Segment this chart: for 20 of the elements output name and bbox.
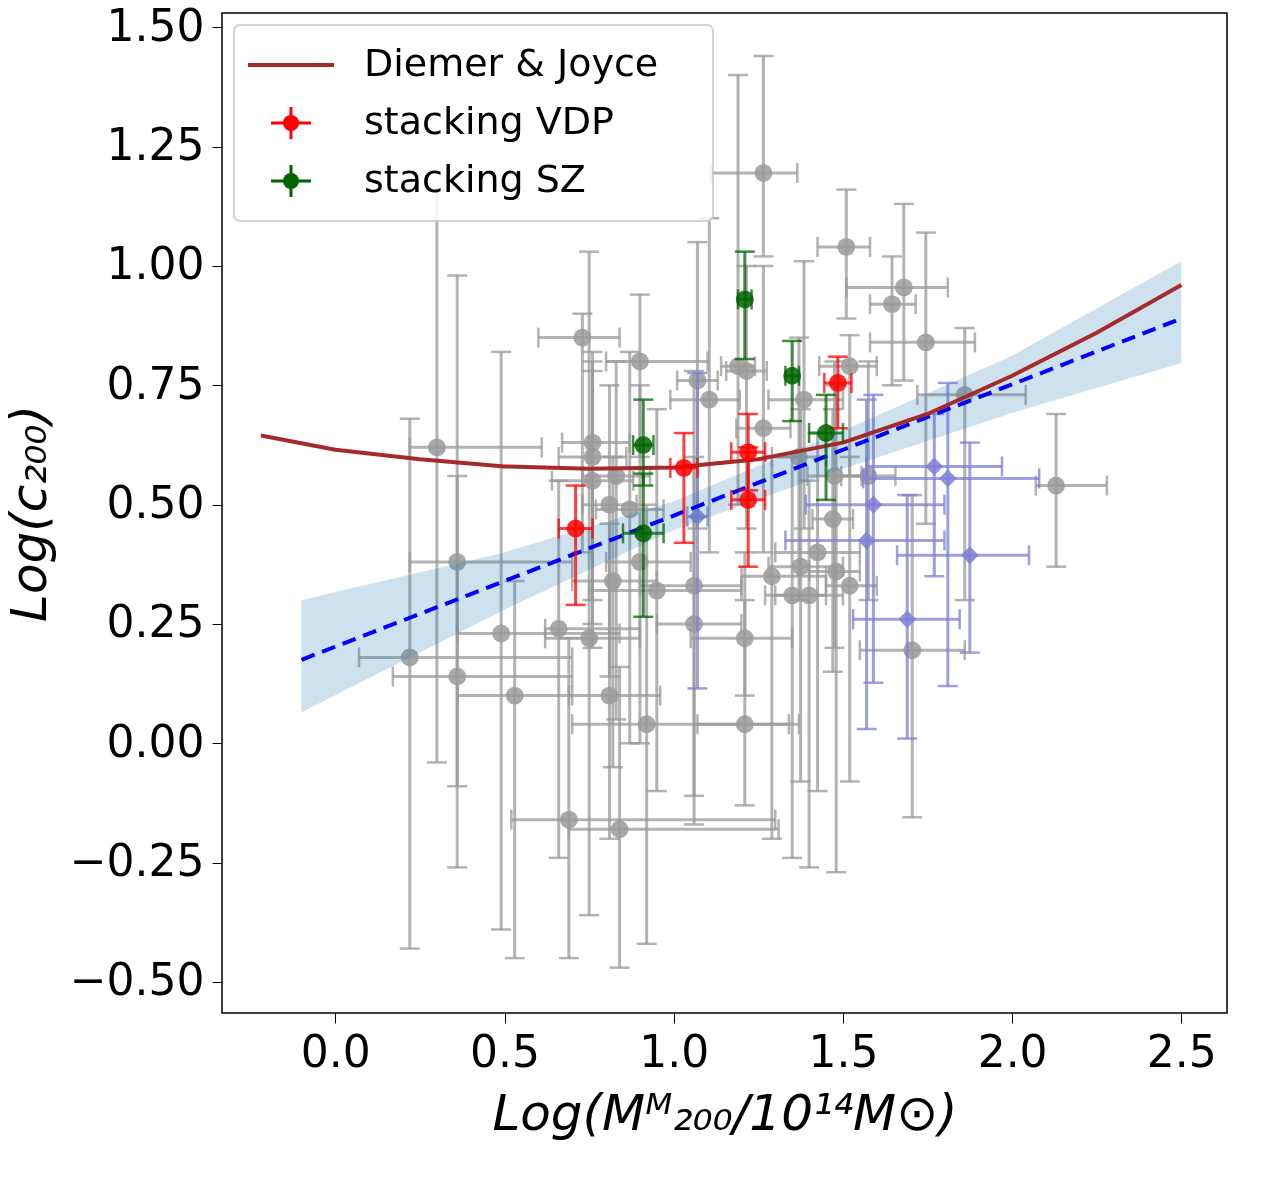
x-tick-label: 2.0 bbox=[977, 1025, 1048, 1077]
x-axis-title: Log(Mᴹ₂₀₀/10¹⁴M⊙) bbox=[492, 1083, 958, 1142]
y-tick-label: 1.25 bbox=[106, 119, 205, 171]
legend-label: stacking VDP bbox=[364, 99, 614, 143]
x-tick-label: 2.5 bbox=[1146, 1025, 1217, 1077]
legend-label: stacking SZ bbox=[364, 157, 586, 201]
x-tick-label: 1.5 bbox=[808, 1025, 879, 1077]
y-tick-label: 1.50 bbox=[106, 0, 205, 51]
y-tick-label: 0.00 bbox=[106, 715, 205, 767]
x-tick-label: 0.0 bbox=[300, 1025, 371, 1077]
x-tick-label: 1.0 bbox=[639, 1025, 710, 1077]
y-tick-label: 0.75 bbox=[106, 357, 205, 409]
y-tick-label: 0.25 bbox=[106, 596, 205, 648]
y-tick-label: −0.25 bbox=[69, 835, 205, 887]
y-tick-label: 1.00 bbox=[106, 238, 205, 290]
y-tick-label: 0.50 bbox=[106, 477, 205, 529]
x-tick-label: 0.5 bbox=[470, 1025, 541, 1077]
legend-label: Diemer & Joyce bbox=[364, 41, 659, 85]
y-tick-label: −0.50 bbox=[69, 954, 205, 1006]
y-axis-title: Log(c₂₀₀) bbox=[0, 405, 58, 622]
